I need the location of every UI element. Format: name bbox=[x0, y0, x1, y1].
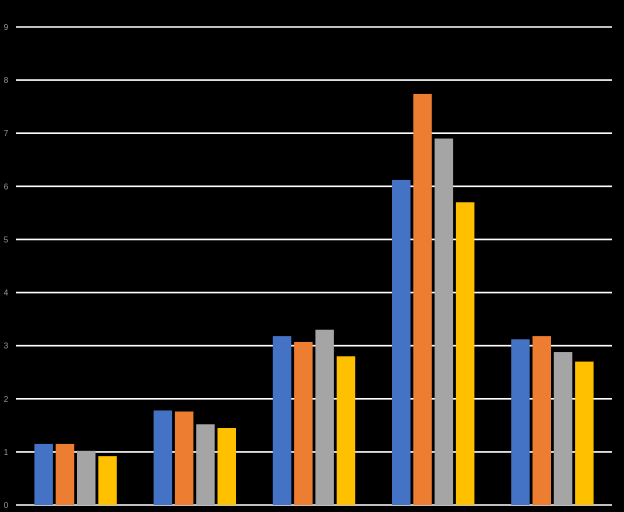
bar-group-3-series-3 bbox=[315, 329, 334, 505]
bar-group-5-series-4 bbox=[575, 361, 594, 505]
gridlines bbox=[16, 26, 612, 506]
bar-group-5-series-2 bbox=[532, 336, 551, 505]
y-tick-label: 0 bbox=[4, 501, 9, 510]
bar-group-2-series-1 bbox=[153, 410, 173, 505]
bar-group-2-series-2 bbox=[174, 411, 194, 505]
y-axis-tick-labels: 0 1 2 3 4 5 6 7 8 9 bbox=[4, 23, 9, 510]
bar-group-2-series-3 bbox=[196, 424, 215, 505]
bars bbox=[34, 93, 594, 506]
bar-group-1-series-3 bbox=[77, 450, 96, 505]
bar-group-1-series-2 bbox=[55, 443, 75, 505]
y-tick-label: 1 bbox=[4, 448, 9, 457]
bar-group-4-series-3 bbox=[434, 138, 454, 506]
bar-group-3-series-1 bbox=[272, 336, 292, 505]
bar-group-3-series-2 bbox=[294, 341, 313, 505]
y-tick-label: 4 bbox=[4, 289, 9, 298]
bar-group-1-series-1 bbox=[34, 443, 53, 505]
y-tick-label: 3 bbox=[4, 342, 9, 351]
bar-group-4-series-4 bbox=[455, 202, 475, 505]
bar-group-1-series-4 bbox=[98, 456, 117, 505]
y-tick-label: 6 bbox=[4, 182, 9, 191]
y-tick-label: 5 bbox=[4, 235, 9, 244]
y-tick-label: 8 bbox=[4, 76, 9, 85]
y-tick-label: 7 bbox=[4, 129, 9, 138]
bar-group-3-series-4 bbox=[336, 356, 356, 505]
y-tick-label: 2 bbox=[4, 395, 9, 404]
bar-group-5-series-1 bbox=[511, 339, 530, 505]
bar-group-2-series-4 bbox=[217, 427, 236, 505]
bar-group-4-series-1 bbox=[392, 179, 411, 505]
bar-group-4-series-2 bbox=[413, 93, 432, 506]
y-tick-label: 9 bbox=[4, 23, 9, 32]
bar-group-5-series-3 bbox=[553, 352, 573, 505]
